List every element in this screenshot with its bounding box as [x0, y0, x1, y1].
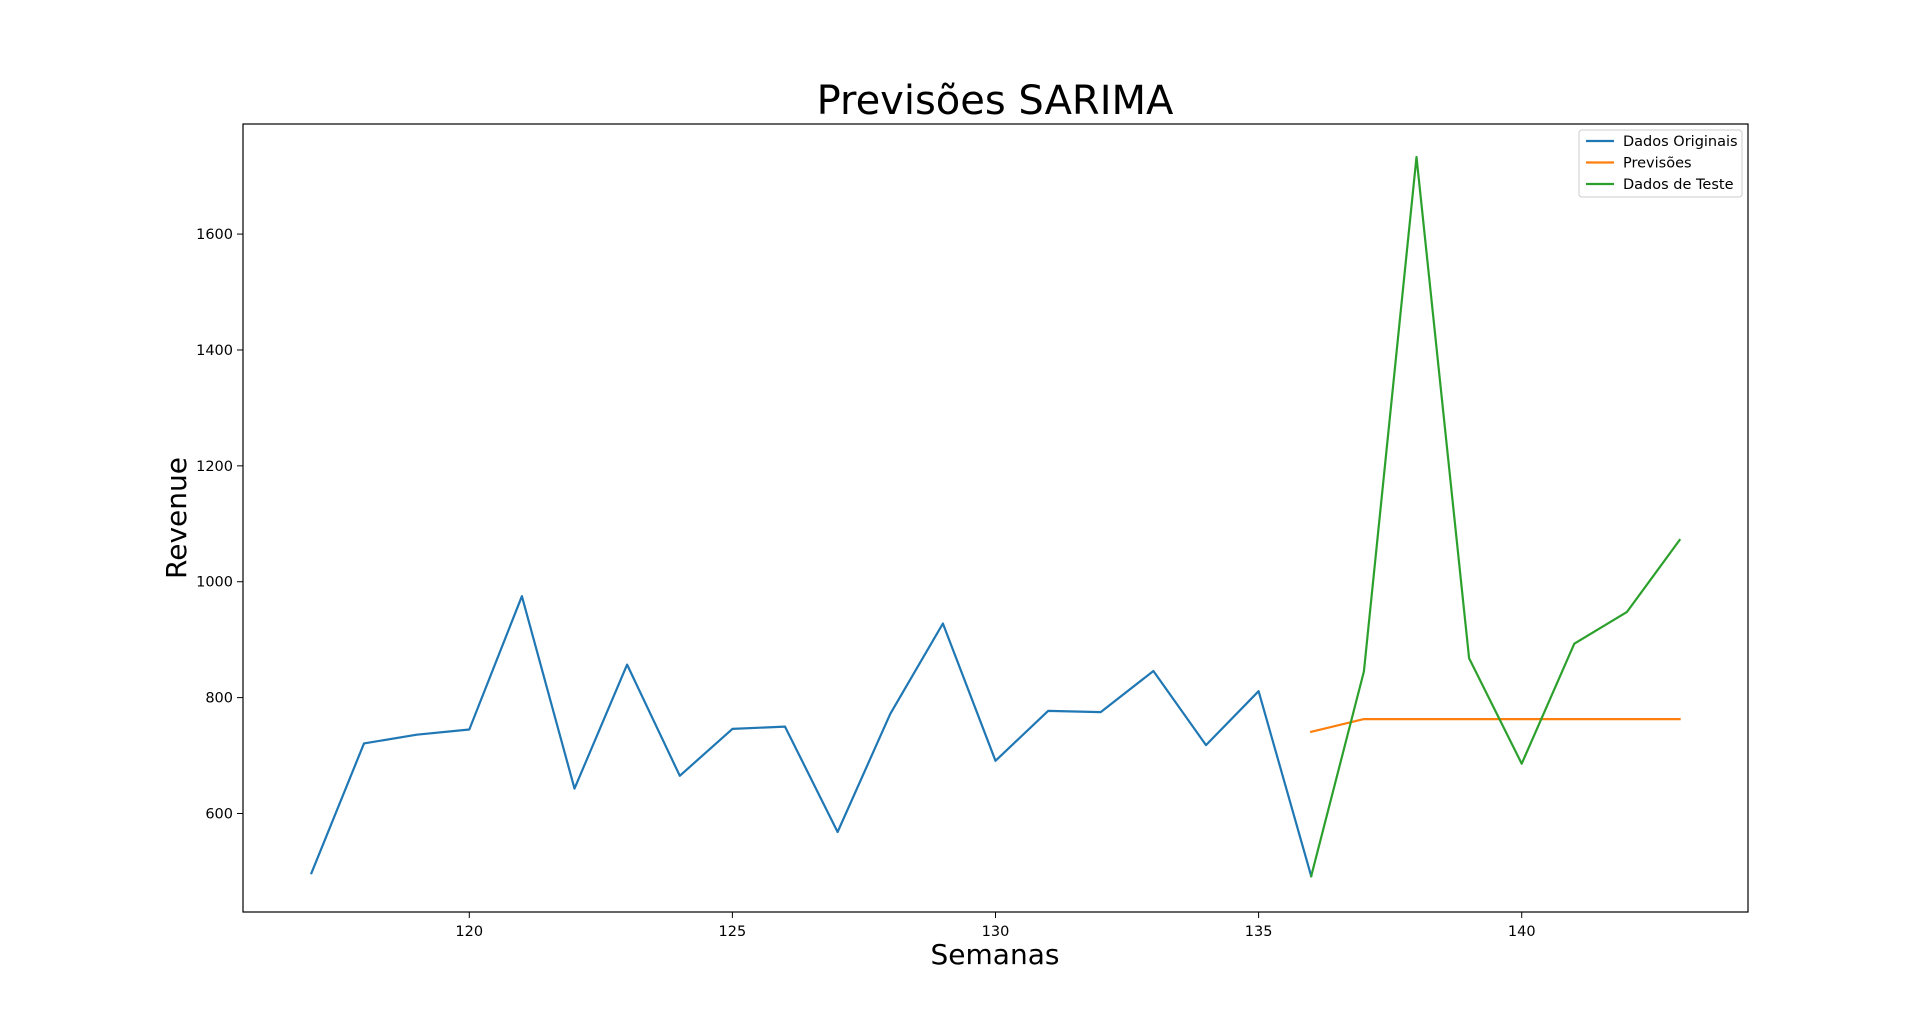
legend-label: Previsões	[1623, 156, 1692, 172]
x-tick-label: 135	[1245, 924, 1273, 940]
plot-area	[242, 123, 1749, 913]
y-tick-label: 1200	[196, 459, 233, 475]
legend-box	[1578, 129, 1743, 198]
x-axis-label: Semanas	[931, 938, 1060, 971]
y-tick-label: 1600	[196, 227, 233, 243]
y-axis: 600 800 1000 1200 1400 1600	[196, 227, 243, 823]
y-tick-label: 1400	[196, 343, 233, 359]
legend-label: Dados Originais	[1623, 134, 1738, 150]
y-axis-label: Revenue	[160, 457, 193, 579]
y-tick-label: 1000	[196, 575, 233, 591]
x-tick-label: 140	[1508, 924, 1536, 940]
y-tick-label: 600	[205, 807, 233, 823]
x-tick-label: 130	[982, 924, 1010, 940]
series-layer	[309, 155, 1682, 878]
x-tick-label: 125	[719, 924, 747, 940]
series-line-0	[309, 595, 1313, 878]
series-line-2	[1309, 155, 1682, 878]
y-tick-label: 800	[205, 691, 233, 707]
x-axis: 120 125 130 135 140	[455, 912, 1536, 940]
legend-label: Dados de Teste	[1623, 177, 1734, 193]
x-tick-label: 120	[455, 924, 483, 940]
series-line-1	[1309, 717, 1681, 734]
legend: Dados Originais Previsões Dados de Teste	[1578, 129, 1743, 198]
chart-title: Previsões SARIMA	[817, 78, 1174, 124]
